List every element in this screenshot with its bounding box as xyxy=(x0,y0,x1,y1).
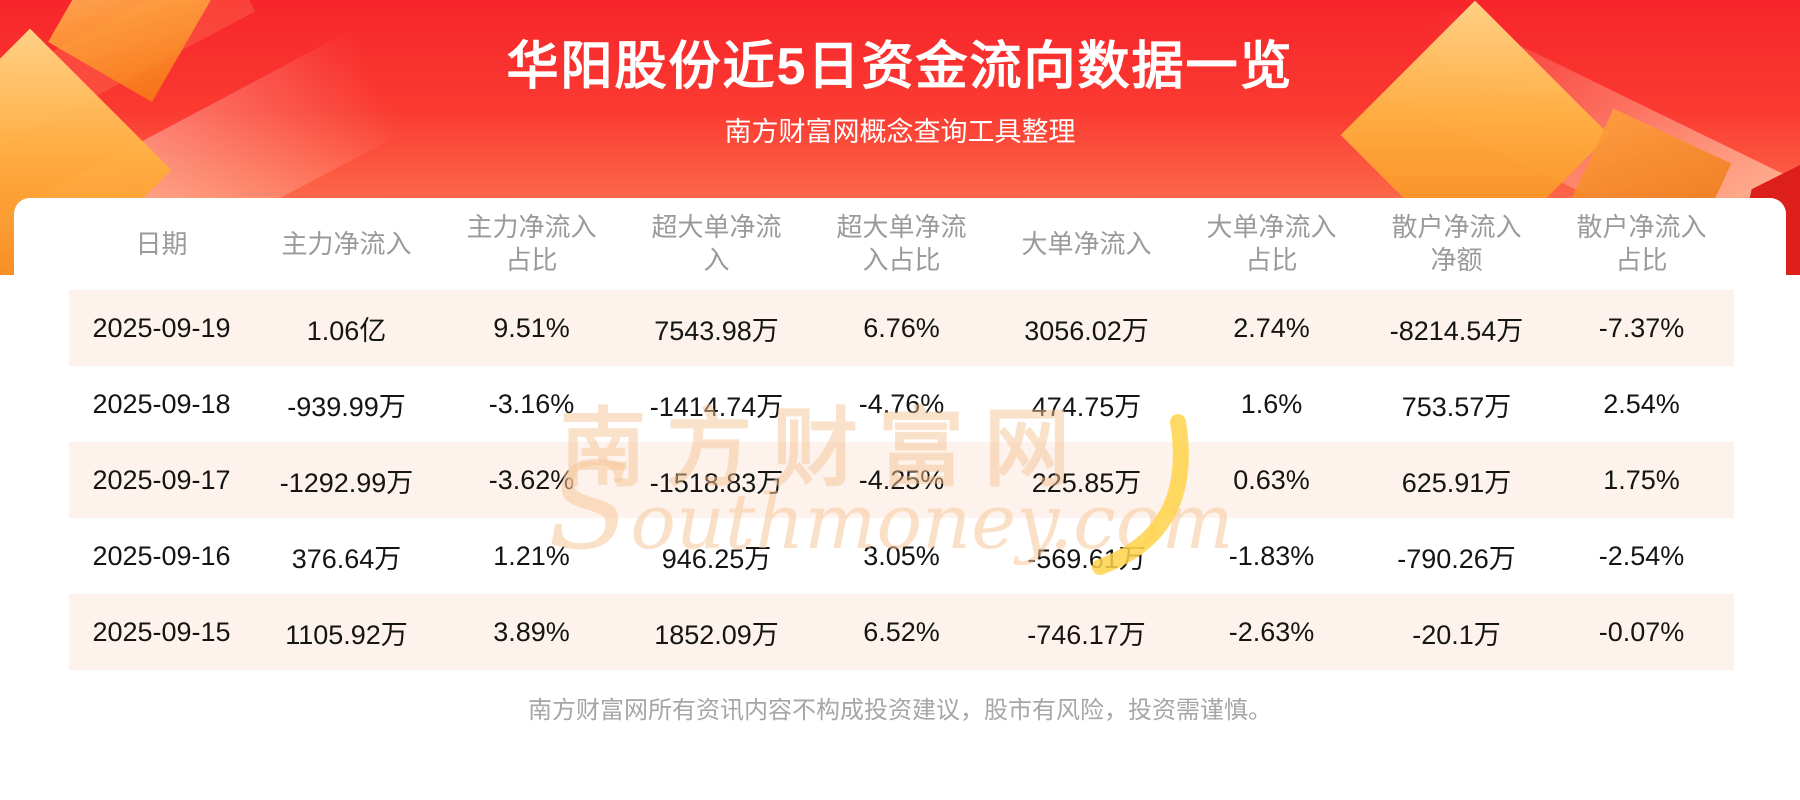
column-header-label: 主力净流入占比 xyxy=(466,212,597,275)
cell: 9.51% xyxy=(493,312,570,343)
cell: 6.76% xyxy=(863,312,940,343)
table-wrap: 日期 主力净流入 主力净流入占比 超大单净流入 超大单净流入占比 大单净流入 大单净流入占比… xyxy=(14,198,1786,670)
cell: 1.75% xyxy=(1603,464,1680,495)
cell: 6.52% xyxy=(863,616,940,647)
cell: -20.1万 xyxy=(1412,619,1501,650)
cell: -4.76% xyxy=(858,388,945,419)
cell: -939.99万 xyxy=(287,391,406,422)
cell: 2025-09-18 xyxy=(92,388,231,419)
cell: 7543.98万 xyxy=(654,315,779,346)
column-header: 超大单净流入 xyxy=(624,198,809,290)
column-header: 超大单净流入占比 xyxy=(809,198,994,290)
table-header-row: 日期 主力净流入 主力净流入占比 超大单净流入 超大单净流入占比 大单净流入 大单净流入占比… xyxy=(69,198,1734,290)
column-header: 大单净流入占比 xyxy=(1179,198,1364,290)
cell: 1.21% xyxy=(493,540,570,571)
table-head: 日期 主力净流入 主力净流入占比 超大单净流入 超大单净流入占比 大单净流入 大单净流入占比… xyxy=(69,198,1734,290)
cell: -1518.83万 xyxy=(649,467,784,498)
column-header: 日期 xyxy=(69,198,254,290)
column-header-label: 散户净流入占比 xyxy=(1576,212,1707,275)
column-header: 散户净流入净额 xyxy=(1364,198,1549,290)
column-header-label: 超大单净流入 xyxy=(651,212,782,275)
cell: 3.05% xyxy=(863,540,940,571)
cell: -2.63% xyxy=(1228,616,1315,647)
footer-disclaimer: 南方财富网所有资讯内容不构成投资建议，股市有风险，投资需谨慎。 xyxy=(528,697,1272,724)
column-header-label: 大单净流入占比 xyxy=(1206,212,1337,275)
cell: -0.07% xyxy=(1598,616,1685,647)
cell: -746.17万 xyxy=(1027,619,1146,650)
table-row: 2025-09-16 376.64万 1.21% 946.25万 3.05% -569.6… xyxy=(69,518,1734,594)
cell: 474.75万 xyxy=(1031,391,1142,422)
column-header-label: 日期 xyxy=(135,228,188,259)
cell: -2.54% xyxy=(1598,540,1685,571)
cell: 2025-09-15 xyxy=(92,616,231,647)
cell: -3.62% xyxy=(488,464,575,495)
table-body: 2025-09-19 1.06亿 9.51% 7543.98万 6.76% 3056.02… xyxy=(69,290,1734,670)
table-row: 2025-09-18 -939.99万 -3.16% -1414.74万 -4.76% 4… xyxy=(69,366,1734,442)
cell: 2025-09-16 xyxy=(92,540,231,571)
cell: 2.74% xyxy=(1233,312,1310,343)
column-header: 散户净流入占比 xyxy=(1549,198,1734,290)
cell: 376.64万 xyxy=(291,543,402,574)
cell: -4.25% xyxy=(858,464,945,495)
column-header-label: 主力净流入 xyxy=(281,228,412,259)
fund-flow-table: 日期 主力净流入 主力净流入占比 超大单净流入 超大单净流入占比 大单净流入 大单净流入占比… xyxy=(69,198,1734,670)
cell: 1.06亿 xyxy=(306,315,387,346)
column-header: 主力净流入占比 xyxy=(439,198,624,290)
cell: 0.63% xyxy=(1233,464,1310,495)
cell: 2025-09-19 xyxy=(92,312,231,343)
cell: 3.89% xyxy=(493,616,570,647)
cell: 2.54% xyxy=(1603,388,1680,419)
cell: 1105.92万 xyxy=(285,619,408,650)
data-card: 日期 主力净流入 主力净流入占比 超大单净流入 超大单净流入占比 大单净流入 大单净流入占比… xyxy=(14,198,1786,670)
cell: 1.6% xyxy=(1240,388,1303,419)
cell: 753.57万 xyxy=(1401,391,1512,422)
page-subtitle: 南方财富网概念查询工具整理 xyxy=(724,117,1076,147)
page-title: 华阳股份近5日资金流向数据一览 xyxy=(506,38,1294,96)
cell: -8214.54万 xyxy=(1389,315,1524,346)
column-header-label: 大单净流入 xyxy=(1021,228,1152,259)
cell: -1.83% xyxy=(1228,540,1315,571)
cell: 946.25万 xyxy=(661,543,772,574)
table-row: 2025-09-17 -1292.99万 -3.62% -1518.83万 -4.25%… xyxy=(69,442,1734,518)
cell: 2025-09-17 xyxy=(92,464,231,495)
cell: 625.91万 xyxy=(1401,467,1512,498)
cell: -569.61万 xyxy=(1027,543,1146,574)
cell: 1852.09万 xyxy=(654,619,779,650)
cell: -3.16% xyxy=(488,388,575,419)
table-row: 2025-09-19 1.06亿 9.51% 7543.98万 6.76% 3056.02… xyxy=(69,290,1734,366)
cell: -1414.74万 xyxy=(649,391,784,422)
cell: -1292.99万 xyxy=(279,467,414,498)
column-header: 大单净流入 xyxy=(994,198,1179,290)
cell: 3056.02万 xyxy=(1024,315,1149,346)
column-header-label: 散户净流入净额 xyxy=(1391,212,1522,275)
table-row: 2025-09-15 1105.92万 3.89% 1852.09万 6.52% -746… xyxy=(69,594,1734,670)
cell: -7.37% xyxy=(1598,312,1685,343)
column-header-label: 超大单净流入占比 xyxy=(836,212,967,275)
cell: -790.26万 xyxy=(1397,543,1516,574)
column-header: 主力净流入 xyxy=(254,198,439,290)
cell: 225.85万 xyxy=(1031,467,1142,498)
